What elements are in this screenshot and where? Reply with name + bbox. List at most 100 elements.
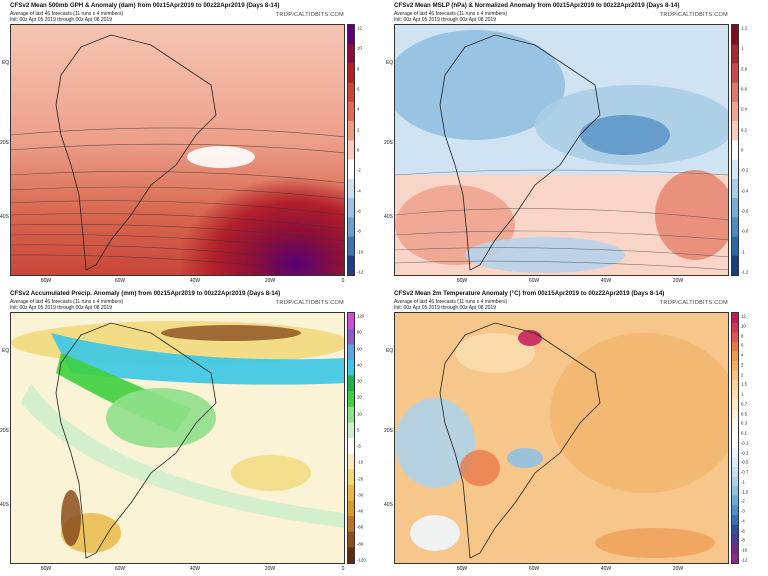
- colorbar-swatch: [348, 178, 354, 199]
- lat-label: EQ: [2, 60, 10, 66]
- colorbar-tick-label: 60: [357, 346, 362, 352]
- colorbar-tick-label: 3: [741, 362, 744, 368]
- panel-title: CFSv2 Mean 500mb GPH & Anomaly (dam) fro…: [10, 2, 280, 9]
- colorbar-swatch: [348, 82, 354, 103]
- colorbar-swatch: [348, 236, 354, 257]
- colorbar-swatch: [732, 447, 738, 458]
- lon-label: 60W: [528, 566, 540, 572]
- colorbar-swatch: [348, 406, 354, 423]
- colorbar-tick-label: -0.5: [741, 459, 749, 465]
- colorbar-swatch: [732, 505, 738, 516]
- colorbar-swatch: [348, 500, 354, 517]
- colorbar-swatch: [348, 140, 354, 161]
- colorbar-tick-label: 5: [357, 427, 360, 433]
- colorbar-swatch: [732, 159, 738, 180]
- colorbar-swatch: [348, 63, 354, 84]
- colorbar: [347, 312, 355, 564]
- lon-label: 0: [341, 566, 345, 572]
- colorbar-tick-label: -80: [357, 541, 364, 547]
- colorbar-tick-label: 1.2: [741, 25, 747, 31]
- colorbar-swatch: [348, 25, 354, 45]
- colorbar-tick-label: -0.7: [741, 469, 749, 475]
- colorbar-tick-label: 30: [357, 378, 362, 384]
- colorbar-tick-label: 80: [357, 329, 362, 335]
- colorbar-swatch: [732, 409, 738, 420]
- colorbar-swatch: [732, 553, 738, 564]
- lon-label: 40W: [600, 278, 612, 284]
- colorbar-swatch: [348, 375, 354, 392]
- lat-label: 40S: [384, 502, 393, 508]
- colorbar-swatch: [348, 359, 354, 376]
- brand-watermark: TROPICALTIDBITS.COM: [659, 12, 728, 18]
- lat-label: 40S: [0, 214, 9, 220]
- colorbar-swatch: [348, 484, 354, 501]
- colorbar-swatch: [732, 198, 738, 218]
- colorbar-fill: [732, 25, 738, 276]
- colorbar-swatch: [732, 418, 738, 429]
- colorbar-tick-label: -1.2: [741, 269, 749, 275]
- colorbar-swatch: [732, 438, 738, 449]
- panel-mslp-anomaly: CFSv2 Mean MSLP (hPa) & Normalized Anoma…: [384, 0, 768, 288]
- colorbar-tick-label: -8: [741, 537, 745, 543]
- gph-anomaly-map: [10, 24, 345, 276]
- colorbar-tick-label: 0.3: [741, 420, 747, 426]
- colorbar-tick-label: -0.3: [741, 450, 749, 456]
- colorbar-swatch: [348, 391, 354, 408]
- colorbar-swatch: [732, 351, 738, 362]
- colorbar-tick-label: 1.5: [741, 381, 747, 387]
- colorbar-tick-label: -5: [357, 443, 361, 449]
- colorbar-tick-label: 0.4: [741, 106, 747, 112]
- lat-label: 20S: [384, 428, 393, 434]
- colorbar-swatch: [348, 422, 354, 439]
- colorbar-tick-label: 6: [741, 342, 744, 348]
- colorbar-tick-label: -30: [357, 492, 364, 498]
- colorbar-tick-label: -12: [741, 557, 748, 563]
- colorbar-fill: [732, 313, 738, 564]
- colorbar-swatch: [732, 361, 738, 372]
- lon-label: 60W: [528, 278, 540, 284]
- lon-label: 40W: [189, 278, 201, 284]
- lon-label: 80W: [456, 566, 468, 572]
- colorbar-tick-label: -0.1: [741, 440, 749, 446]
- colorbar-tick-label: -0.8: [741, 228, 749, 234]
- colorbar: [347, 24, 355, 276]
- colorbar-swatch: [732, 476, 738, 487]
- colorbar-swatch: [732, 486, 738, 497]
- colorbar-tick-label: -6: [741, 528, 745, 534]
- lon-label: 60W: [114, 278, 126, 284]
- colorbar-swatch: [732, 82, 738, 103]
- lat-label: 20S: [0, 428, 9, 434]
- colorbar-tick-label: 8: [357, 66, 360, 72]
- colorbar-swatch: [732, 236, 738, 257]
- lat-label: EQ: [386, 348, 394, 354]
- colorbar-swatch: [348, 516, 354, 533]
- colorbar-tick-label: 4: [741, 352, 744, 358]
- panel-title: CFSv2 Mean MSLP (hPa) & Normalized Anoma…: [394, 2, 680, 9]
- lat-label: 40S: [0, 502, 9, 508]
- colorbar-swatch: [732, 543, 738, 554]
- colorbar-swatch: [348, 217, 354, 238]
- colorbar-swatch: [732, 399, 738, 410]
- colorbar-swatch: [732, 534, 738, 545]
- panel-subtitle: Average of last 46 forecasts (11 runs x …: [394, 299, 508, 305]
- colorbar-tick-label: -8: [357, 228, 361, 234]
- colorbar-tick-label: -0.6: [741, 208, 749, 214]
- lat-label: EQ: [2, 348, 10, 354]
- colorbar-swatch: [732, 389, 738, 401]
- panel-init: Init: 00z Apr 05 2019 through 00z Apr 08…: [394, 17, 497, 23]
- colorbar-fill: [348, 313, 354, 564]
- colorbar-tick-label: -2: [357, 167, 361, 173]
- lon-label: 20W: [672, 278, 684, 284]
- colorbar-tick-label: -10: [741, 547, 748, 553]
- colorbar-tick-label: 0.5: [741, 411, 747, 417]
- colorbar-tick-label: -12: [357, 269, 364, 275]
- colorbar-swatch: [348, 101, 354, 122]
- colorbar-swatch: [732, 313, 738, 324]
- colorbar-swatch: [348, 313, 354, 330]
- colorbar-swatch: [732, 370, 738, 381]
- colorbar-swatch: [732, 514, 738, 526]
- colorbar-tick-label: 10: [357, 411, 362, 417]
- colorbar-tick-label: 0.6: [741, 86, 747, 92]
- colorbar-swatch: [732, 495, 738, 506]
- colorbar-swatch: [732, 25, 738, 45]
